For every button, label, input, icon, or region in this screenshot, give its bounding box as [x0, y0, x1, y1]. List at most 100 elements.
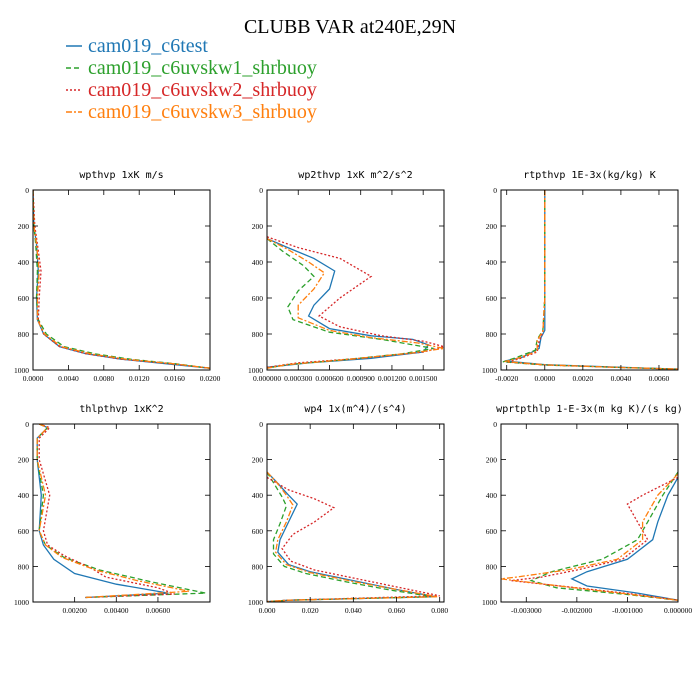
series-line-3: [511, 476, 678, 601]
y-tick-label: 800: [18, 562, 30, 571]
y-tick-label: 0: [259, 420, 263, 429]
y-tick-label: 800: [252, 562, 264, 571]
series-line-4: [267, 471, 438, 602]
y-tick-label: 200: [252, 222, 264, 231]
y-tick-label: 800: [18, 330, 30, 339]
series-line-4: [267, 238, 444, 369]
legend-label: cam019_c6uvskw2_shrbuoy: [88, 79, 317, 101]
series-line-4: [504, 190, 678, 370]
x-tick-label: -0.003000: [511, 606, 542, 615]
y-tick-label: 0: [25, 186, 29, 195]
x-tick-label: 0.0120: [129, 374, 150, 383]
legend: cam019_c6testcam019_c6uvskw1_shrbuoycam0…: [66, 35, 317, 123]
chart-panel-3: rtpthvp 1E-3x(kg/kg) K -0.0020 0.0000 0.002…: [482, 170, 679, 383]
x-tick-label: 0.0160: [164, 374, 185, 383]
legend-label: cam019_c6uvskw3_shrbuoy: [88, 101, 317, 123]
x-tick-label: 0.080: [431, 606, 448, 615]
y-tick-label: 1000: [14, 598, 29, 607]
x-tick-label: 0.060: [388, 606, 405, 615]
x-tick-label: 0.000000: [664, 606, 692, 615]
series-line-2: [36, 424, 206, 599]
panel-title: wp4 1x(m^4)/(s^4): [304, 404, 406, 415]
series-line-2: [267, 238, 434, 369]
series-line-2: [529, 471, 678, 601]
y-tick-label: 0: [493, 186, 497, 195]
series-line-2: [267, 471, 434, 602]
x-tick-label: 0.000300: [284, 374, 312, 383]
y-tick-label: 1000: [482, 366, 497, 375]
plot-frame: [500, 189, 679, 371]
x-tick-label: 0.0000: [23, 374, 44, 383]
y-tick-label: 1000: [482, 598, 497, 607]
x-tick-label: 0.0080: [93, 374, 114, 383]
panel-title: rtpthvp 1E-3x(kg/kg) K: [523, 170, 655, 181]
x-tick-label: 0.00400: [104, 606, 129, 615]
x-tick-label: 0.040: [345, 606, 362, 615]
y-tick-label: 600: [18, 294, 30, 303]
series-line-2: [33, 190, 210, 369]
y-tick-label: 1000: [14, 366, 29, 375]
x-tick-label: 0.001500: [409, 374, 437, 383]
y-tick-label: 200: [252, 456, 264, 465]
y-tick-label: 400: [486, 258, 498, 267]
plot-frame: [32, 189, 211, 371]
y-tick-label: 400: [18, 491, 30, 500]
x-tick-label: 0.001200: [378, 374, 406, 383]
x-tick-label: 0.000900: [347, 374, 375, 383]
y-tick-label: 400: [18, 258, 30, 267]
chart-panel-5: wp4 1x(m^4)/(s^4) 0.000 0.020 0.040 0.060 0.0…: [248, 404, 448, 615]
series-line-2: [502, 190, 678, 370]
x-tick-label: 0.0060: [649, 374, 670, 383]
y-tick-label: 600: [18, 527, 30, 536]
x-tick-label: 0.000600: [315, 374, 343, 383]
x-tick-label: -0.002000: [562, 606, 593, 615]
series-line-4: [33, 190, 210, 369]
y-tick-label: 200: [18, 456, 30, 465]
legend-label: cam019_c6test: [88, 35, 208, 57]
series-line-4: [501, 473, 678, 601]
x-tick-label: 0.0040: [58, 374, 79, 383]
y-tick-label: 600: [252, 527, 264, 536]
figure-title: CLUBB VAR at240E,29N: [244, 16, 456, 38]
y-tick-label: 600: [252, 294, 264, 303]
panel-title: wpthvp 1xK m/s: [79, 170, 163, 181]
panel-title: wp2thvp 1xK m^2/s^2: [298, 170, 412, 181]
x-tick-label: -0.001000: [612, 606, 643, 615]
chart-panel-4: thlpthvp 1xK^2 0.00200 0.00400 0.00600 0 200 4…: [14, 404, 211, 615]
x-tick-label: -0.0020: [495, 374, 518, 383]
y-tick-label: 200: [18, 222, 30, 231]
x-tick-label: 0.020: [302, 606, 319, 615]
series-line-3: [33, 190, 210, 369]
y-tick-label: 600: [486, 294, 498, 303]
series-line-3: [506, 190, 678, 370]
x-tick-label: 0.0020: [573, 374, 594, 383]
y-tick-label: 0: [493, 420, 497, 429]
series-line-3: [267, 236, 444, 368]
series-line-1: [504, 190, 678, 370]
panel-title: thlpthvp 1xK^2: [79, 404, 163, 415]
y-tick-label: 1000: [248, 598, 263, 607]
y-tick-label: 400: [252, 258, 264, 267]
legend-label: cam019_c6uvskw1_shrbuoy: [88, 57, 317, 79]
y-tick-label: 400: [252, 491, 264, 500]
y-tick-label: 800: [486, 562, 498, 571]
x-tick-label: 0.0000: [534, 374, 555, 383]
x-tick-label: 0.000000: [253, 374, 281, 383]
panel-title: wprtpthlp 1-E-3x(m kg K)/(s kg): [496, 404, 683, 415]
plot-frame: [32, 423, 211, 603]
y-tick-label: 200: [486, 456, 498, 465]
series-line-4: [36, 424, 190, 599]
series-line-1: [267, 238, 430, 368]
plot-frame: [266, 423, 445, 603]
y-tick-label: 800: [252, 330, 264, 339]
x-tick-label: 0.00200: [62, 606, 87, 615]
y-tick-label: 200: [486, 222, 498, 231]
y-tick-label: 400: [486, 491, 498, 500]
y-tick-label: 800: [486, 330, 498, 339]
chart-panel-1: wpthvp 1xK m/s 0.0000 0.0040 0.0080 0.0120 0.…: [14, 170, 221, 383]
series-line-1: [33, 190, 210, 369]
y-tick-label: 0: [25, 420, 29, 429]
chart-panel-6: wprtpthlp 1-E-3x(m kg K)/(s kg) -0.003000…: [482, 404, 692, 615]
series-line-1: [570, 477, 678, 601]
